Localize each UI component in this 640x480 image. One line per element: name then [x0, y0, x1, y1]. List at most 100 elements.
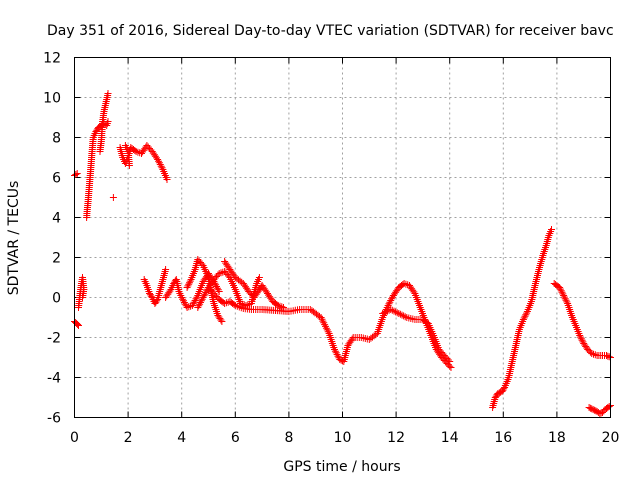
x-tick-label: 8: [284, 430, 293, 446]
data-point: [385, 300, 393, 308]
data-point: [183, 304, 191, 311]
data-point: [72, 171, 80, 178]
data-point: [318, 315, 326, 323]
data-point: [131, 147, 139, 154]
x-tick-labels: 0 2 4 6 8 10 12 14 16 18 20: [70, 430, 619, 446]
y-tick-labels: -6 -4 -2 0 2 4 6 8 10 12: [43, 51, 61, 427]
data-point: [579, 338, 587, 346]
data-point: [548, 226, 555, 233]
data-point: [186, 279, 193, 287]
data-point: [556, 285, 564, 293]
data-point: [75, 322, 82, 329]
data-point: [557, 287, 565, 295]
data-point: [104, 90, 112, 97]
data-point: [605, 403, 613, 410]
data-point: [193, 293, 201, 301]
data-point: [155, 157, 162, 165]
y-tick-label: -4: [47, 371, 61, 387]
y-tick-label: 8: [52, 131, 61, 147]
data-point: [255, 274, 263, 281]
data-point: [163, 176, 171, 183]
data-point: [332, 349, 340, 357]
data-point: [194, 304, 202, 311]
data-point: [410, 288, 418, 296]
data-point: [322, 322, 329, 330]
data-point: [158, 164, 166, 172]
chart-title: Day 351 of 2016, Sidereal Day-to-day VTE…: [47, 23, 614, 39]
data-point: [213, 284, 221, 292]
data-point: [382, 308, 390, 316]
x-tick-label: 2: [124, 430, 133, 446]
data-point: [560, 293, 568, 301]
data-point: [396, 310, 404, 318]
data-point: [563, 298, 571, 306]
data-point: [109, 194, 117, 201]
x-tick-label: 14: [441, 430, 459, 446]
data-point: [321, 321, 329, 329]
y-tick-label: 12: [43, 51, 61, 67]
x-tick-label: 16: [494, 430, 512, 446]
data-point: [324, 328, 332, 336]
x-tick-label: 20: [602, 430, 620, 446]
data-point: [184, 282, 192, 290]
data-point: [180, 299, 188, 306]
data-point: [154, 156, 162, 163]
data-point: [197, 297, 205, 305]
y-tick-label: 0: [52, 291, 61, 307]
data-point: [274, 302, 282, 309]
data-point: [392, 308, 400, 316]
data-point: [447, 364, 455, 371]
data-point: [387, 306, 395, 313]
data-point: [185, 303, 193, 311]
data-point: [386, 298, 394, 306]
data-point: [388, 306, 396, 314]
data-point: [562, 296, 570, 304]
data-point: [402, 280, 410, 288]
data-point: [278, 303, 286, 311]
data-point: [577, 333, 584, 341]
data-point: [384, 302, 392, 309]
data-point: [520, 314, 528, 322]
data-point: [444, 356, 452, 364]
x-axis-label: GPS time / hours: [283, 459, 400, 475]
data-point: [213, 283, 220, 290]
y-tick-label: 6: [52, 171, 61, 187]
data-point: [334, 352, 342, 360]
x-tick-label: 4: [177, 430, 186, 446]
data-point: [387, 297, 395, 304]
data-point: [200, 292, 208, 300]
data-point: [189, 300, 197, 308]
data-point: [390, 307, 398, 315]
data-point: [393, 309, 401, 317]
x-tick-label: 18: [548, 430, 566, 446]
data-point: [230, 301, 238, 308]
data-point: [522, 311, 530, 319]
data-point: [500, 385, 508, 393]
data-point: [578, 336, 586, 344]
data-point: [179, 295, 187, 303]
data-point: [188, 302, 196, 309]
x-tick-label: 12: [387, 430, 405, 446]
data-point: [186, 277, 194, 285]
data-point: [577, 335, 585, 343]
data-point: [331, 346, 338, 353]
data-point: [217, 316, 225, 324]
data-point: [215, 270, 223, 277]
y-tick-label: -6: [47, 411, 61, 427]
data-point: [166, 287, 174, 295]
data-point: [398, 311, 406, 319]
data-point: [156, 161, 164, 168]
data-point: [185, 280, 193, 288]
data-point: [348, 335, 356, 343]
data-point: [320, 319, 328, 327]
y-tick-label: 2: [52, 251, 61, 267]
data-point: [523, 309, 531, 317]
y-tick-label: 10: [43, 91, 61, 107]
data-point: [561, 295, 569, 303]
data-point: [157, 162, 165, 170]
data-point: [273, 301, 281, 308]
data-point: [379, 310, 387, 317]
data-point: [521, 312, 529, 320]
data-point: [322, 324, 330, 332]
